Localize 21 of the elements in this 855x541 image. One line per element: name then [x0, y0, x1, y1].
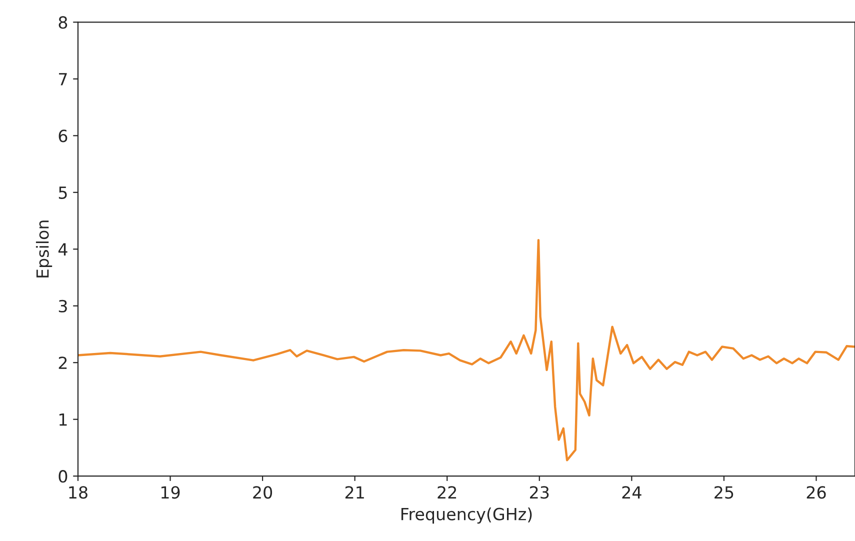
x-tick-label: 19 [161, 486, 180, 499]
y-tick-label: 0 [58, 470, 68, 483]
x-tick-label: 21 [345, 486, 364, 498]
x-tick-label: 20 [253, 486, 272, 499]
y-tick-label: 2 [58, 356, 67, 369]
line-series [78, 238, 855, 462]
x-tick-label: 18 [69, 486, 88, 499]
x-axis-title: Frequency(GHz) [401, 508, 532, 524]
x-tick-label: 24 [622, 486, 642, 498]
y-tick-label: 7 [59, 73, 67, 86]
y-tick-label: 5 [58, 186, 67, 199]
y-axis-title: Epsilon [36, 220, 52, 278]
x-tick-label: 26 [806, 486, 826, 499]
y-tick-label: 1 [59, 414, 67, 426]
y-tick-label: 6 [58, 130, 68, 142]
y-tick-label: 4 [58, 243, 68, 256]
x-tick-label: 23 [530, 486, 549, 499]
x-tick-label: 22 [438, 486, 456, 498]
y-tick-label: 8 [58, 16, 68, 29]
y-tick-label: 3 [58, 300, 67, 312]
x-tick-label: 25 [714, 486, 734, 499]
